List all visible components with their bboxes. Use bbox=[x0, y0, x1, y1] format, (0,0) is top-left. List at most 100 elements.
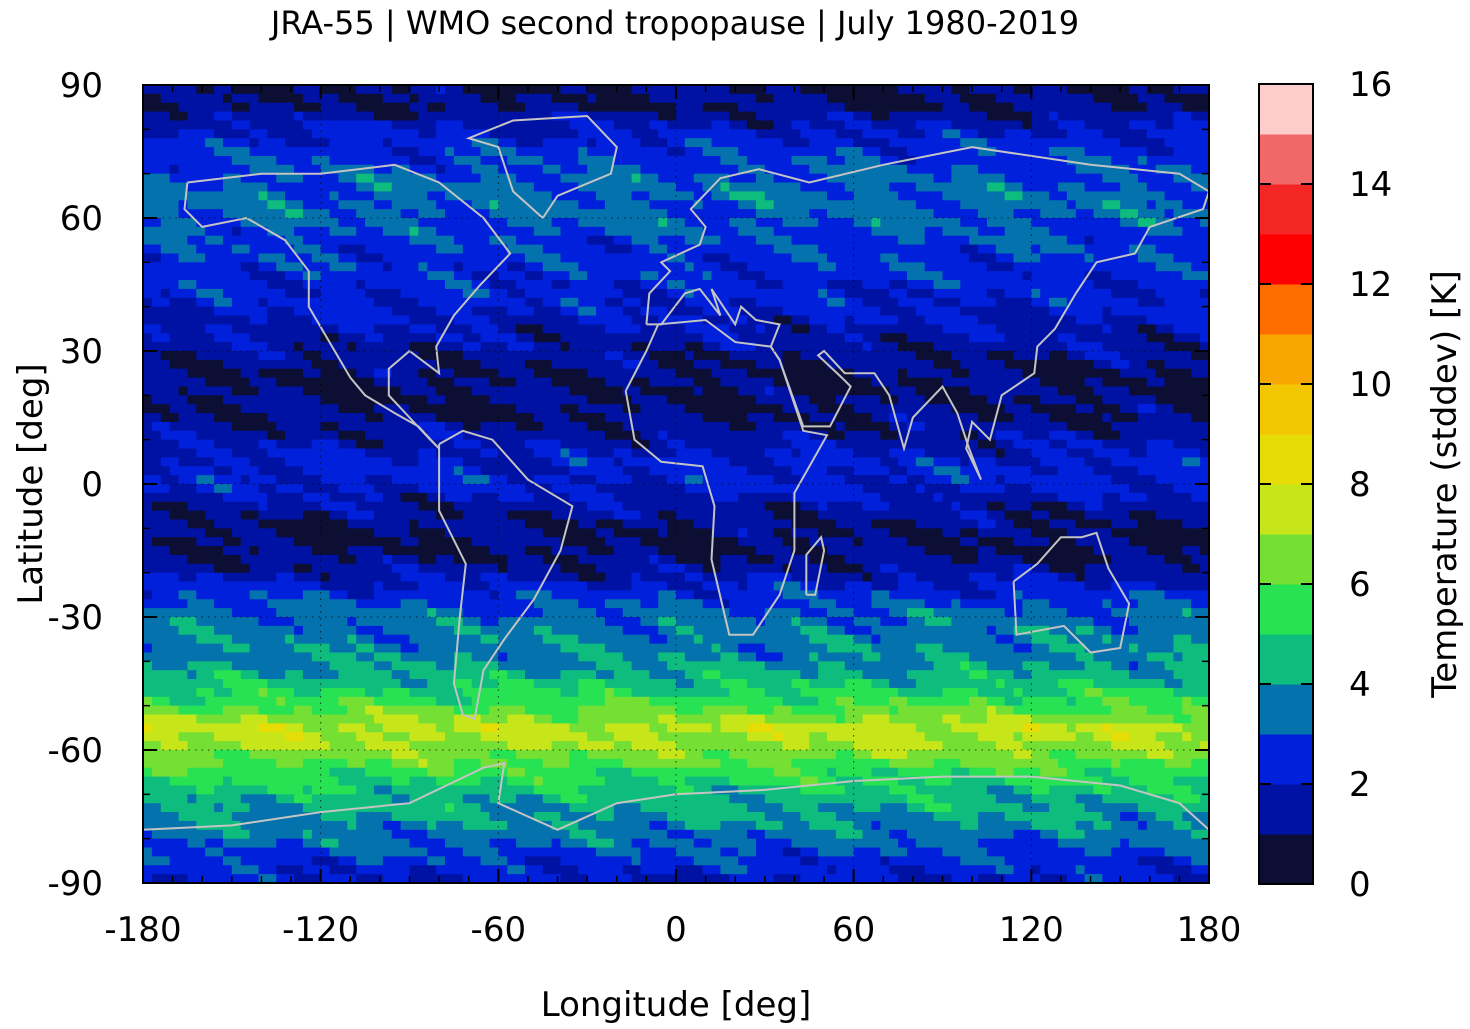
heatmap-cell bbox=[1129, 262, 1138, 271]
heatmap-cell bbox=[1191, 200, 1200, 209]
heatmap-cell bbox=[1191, 85, 1200, 94]
heatmap-cell bbox=[338, 342, 347, 351]
heatmap-cell bbox=[863, 200, 872, 209]
heatmap-cell bbox=[694, 280, 703, 289]
heatmap-cell bbox=[640, 431, 649, 440]
heatmap-cell bbox=[356, 413, 365, 422]
heatmap-cell bbox=[694, 422, 703, 431]
heatmap-cell bbox=[303, 422, 312, 431]
heatmap-cell bbox=[1111, 236, 1120, 245]
heatmap-cell bbox=[738, 449, 747, 458]
heatmap-cell bbox=[454, 395, 463, 404]
heatmap-cell bbox=[401, 209, 410, 218]
heatmap-cell bbox=[161, 147, 170, 156]
heatmap-cell bbox=[179, 112, 188, 121]
heatmap-cell bbox=[934, 280, 943, 289]
heatmap-cell bbox=[223, 369, 232, 378]
heatmap-cell bbox=[632, 342, 641, 351]
heatmap-cell bbox=[525, 271, 534, 280]
heatmap-cell bbox=[525, 129, 534, 138]
heatmap-cell bbox=[836, 351, 845, 360]
heatmap-cell bbox=[356, 120, 365, 129]
heatmap-cell bbox=[401, 174, 410, 183]
heatmap-cell bbox=[187, 369, 196, 378]
heatmap-cell bbox=[294, 174, 303, 183]
heatmap-cell bbox=[729, 440, 738, 449]
heatmap-cell bbox=[294, 413, 303, 422]
heatmap-cell bbox=[925, 289, 934, 298]
heatmap-cell bbox=[605, 342, 614, 351]
heatmap-cell bbox=[312, 413, 321, 422]
heatmap-cell bbox=[436, 386, 445, 395]
heatmap-cell bbox=[303, 404, 312, 413]
heatmap-cell bbox=[152, 218, 161, 227]
heatmap-cell bbox=[250, 147, 259, 156]
heatmap-cell bbox=[889, 200, 898, 209]
heatmap-cell bbox=[800, 191, 809, 200]
heatmap-cell bbox=[960, 138, 969, 147]
heatmap-cell bbox=[871, 253, 880, 262]
heatmap-cell bbox=[827, 289, 836, 298]
heatmap-cell bbox=[516, 386, 525, 395]
heatmap-cell bbox=[525, 395, 534, 404]
heatmap-cell bbox=[676, 156, 685, 165]
heatmap-cell bbox=[179, 413, 188, 422]
heatmap-cell bbox=[1111, 191, 1120, 200]
heatmap-cell bbox=[1138, 103, 1147, 112]
heatmap-cell bbox=[640, 386, 649, 395]
heatmap-cell bbox=[427, 262, 436, 271]
heatmap-cell bbox=[516, 209, 525, 218]
heatmap-cell bbox=[472, 236, 481, 245]
heatmap-cell bbox=[489, 422, 498, 431]
heatmap-cell bbox=[1173, 333, 1182, 342]
heatmap-cell bbox=[330, 120, 339, 129]
heatmap-cell bbox=[703, 138, 712, 147]
heatmap-cell bbox=[1156, 395, 1165, 404]
heatmap-cell bbox=[383, 386, 392, 395]
heatmap-cell bbox=[747, 289, 756, 298]
heatmap-cell bbox=[285, 360, 294, 369]
heatmap-cell bbox=[561, 245, 570, 254]
heatmap-cell bbox=[561, 360, 570, 369]
heatmap-cell bbox=[907, 147, 916, 156]
heatmap-cell bbox=[934, 174, 943, 183]
heatmap-cell bbox=[800, 262, 809, 271]
heatmap-cell bbox=[720, 112, 729, 121]
heatmap-cell bbox=[1094, 227, 1103, 236]
heatmap-cell bbox=[143, 245, 152, 254]
heatmap-cell bbox=[250, 85, 259, 94]
heatmap-cell bbox=[1191, 395, 1200, 404]
heatmap-cell bbox=[365, 316, 374, 325]
heatmap-cell bbox=[258, 236, 267, 245]
heatmap-cell bbox=[1022, 324, 1031, 333]
heatmap-cell bbox=[765, 112, 774, 121]
heatmap-cell bbox=[241, 103, 250, 112]
heatmap-cell bbox=[143, 262, 152, 271]
heatmap-cell bbox=[1120, 174, 1129, 183]
heatmap-cell bbox=[143, 404, 152, 413]
heatmap-cell bbox=[1147, 333, 1156, 342]
heatmap-cell bbox=[960, 253, 969, 262]
heatmap-cell bbox=[1173, 183, 1182, 192]
heatmap-cell bbox=[1191, 227, 1200, 236]
heatmap-cell bbox=[889, 280, 898, 289]
heatmap-cell bbox=[445, 156, 454, 165]
heatmap-cell bbox=[1058, 191, 1067, 200]
heatmap-cell bbox=[170, 298, 179, 307]
heatmap-cell bbox=[943, 342, 952, 351]
heatmap-cell bbox=[347, 200, 356, 209]
heatmap-cell bbox=[1147, 386, 1156, 395]
heatmap-cell bbox=[365, 271, 374, 280]
heatmap-cell bbox=[569, 165, 578, 174]
heatmap-cell bbox=[543, 395, 552, 404]
heatmap-cell bbox=[401, 395, 410, 404]
heatmap-cell bbox=[578, 147, 587, 156]
heatmap-cell bbox=[934, 307, 943, 316]
heatmap-cell bbox=[1191, 360, 1200, 369]
heatmap-cell bbox=[1040, 440, 1049, 449]
heatmap-cell bbox=[445, 404, 454, 413]
heatmap-cell bbox=[854, 395, 863, 404]
heatmap-cell bbox=[569, 245, 578, 254]
heatmap-cell bbox=[250, 298, 259, 307]
heatmap-cell bbox=[143, 413, 152, 422]
